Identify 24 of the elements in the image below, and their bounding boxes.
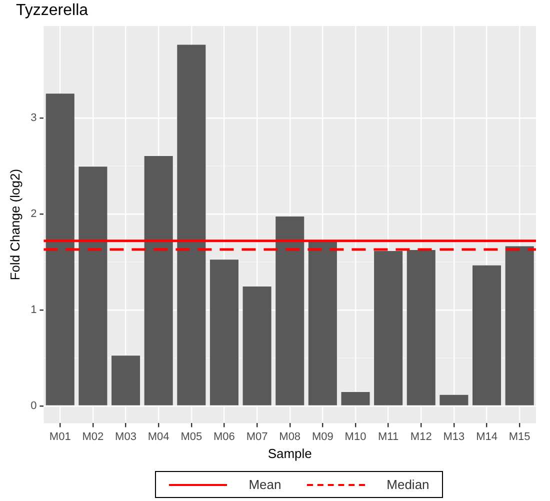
x-tick-label: M09 [312,430,334,443]
y-tick-label: 2 [30,208,37,220]
x-tick-label: M10 [344,430,366,443]
x-tick-label: M01 [49,430,71,443]
y-tick-label: 0 [30,400,37,412]
x-tick-label: M08 [279,430,301,443]
legend-label: Mean [248,477,282,492]
x-tick-label: M06 [214,430,235,443]
y-tick-label: 1 [30,304,37,316]
x-tick-label: M13 [443,430,465,443]
legend-label: Median [386,477,430,492]
x-axis-title: Sample [268,446,312,461]
x-tick-label: M05 [180,430,202,443]
chart-title: Tyzzerella [16,2,88,20]
y-axis-title: Fold Change (log2) [7,168,22,280]
x-tick-label: M07 [246,430,268,443]
x-tick-label: M02 [82,430,104,443]
x-tick-label: M12 [410,430,432,443]
x-tick-label: M15 [508,430,530,443]
x-tick-label: M03 [115,430,136,443]
x-tick-label: M11 [378,430,399,443]
x-tick-label: M04 [148,430,170,443]
x-tick-label: M14 [476,430,498,443]
y-tick-label: 3 [30,112,37,124]
